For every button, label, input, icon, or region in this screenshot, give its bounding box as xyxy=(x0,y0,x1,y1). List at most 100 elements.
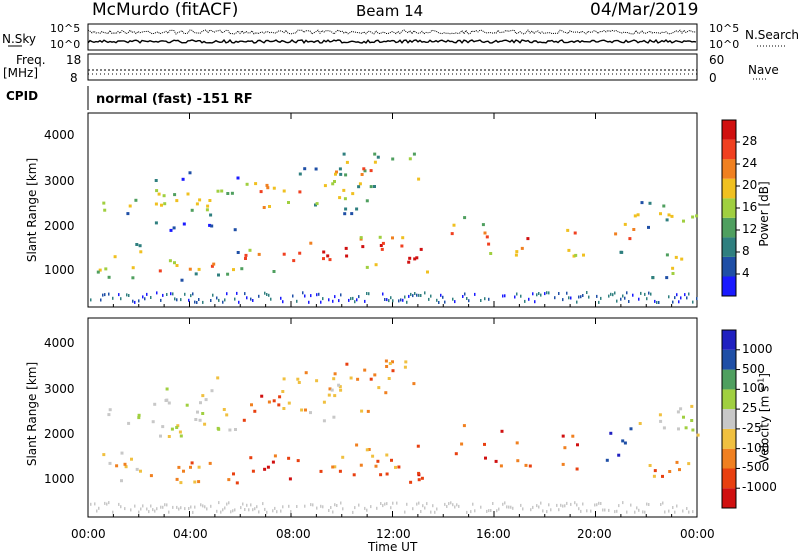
power-cell xyxy=(196,301,198,304)
velocity-cell xyxy=(193,480,197,484)
velocity-cell xyxy=(273,454,277,458)
power-cell xyxy=(104,293,106,297)
power-cell xyxy=(126,212,130,216)
power-cell xyxy=(408,294,410,298)
power-cell xyxy=(217,273,220,277)
power-cell xyxy=(567,248,571,252)
velocity-cell xyxy=(304,504,306,508)
xtick-4: 16:00 xyxy=(476,527,511,541)
velocity-cell xyxy=(660,503,662,506)
velocity-cell xyxy=(661,474,664,478)
power-cell xyxy=(363,169,367,173)
power-cell xyxy=(169,228,173,232)
power-cell xyxy=(238,300,240,304)
power-cell xyxy=(485,235,489,239)
power-cell xyxy=(176,298,178,302)
power-cell xyxy=(282,189,286,193)
velocity-cell xyxy=(342,507,344,511)
velocity-cell xyxy=(524,463,528,467)
velocity-cell xyxy=(396,501,398,505)
velocity-colorbar-tick-label: -100 xyxy=(742,440,770,455)
power-cell xyxy=(610,292,612,296)
power-cell xyxy=(350,297,352,301)
power-cell xyxy=(624,296,626,300)
power-cell xyxy=(361,245,365,249)
power-cell xyxy=(108,292,110,296)
power-cell xyxy=(272,270,276,273)
velocity-cell xyxy=(258,510,260,514)
power-cell xyxy=(150,296,152,299)
power-cell xyxy=(138,244,142,248)
power-cell xyxy=(113,255,117,259)
power-cell xyxy=(240,267,244,271)
velocity-cell xyxy=(322,419,326,423)
velocity-cell xyxy=(646,502,648,506)
power-cell xyxy=(648,291,650,295)
velocity-cell xyxy=(108,408,112,412)
velocity-cell xyxy=(686,507,688,510)
velocity-colorbar-segment xyxy=(722,488,736,508)
power-cell xyxy=(354,300,356,304)
velocity-cell xyxy=(194,505,196,509)
power-cell xyxy=(244,253,248,257)
power-cell xyxy=(620,297,622,301)
noise-left-tick-bottom: 10^0 xyxy=(50,38,81,51)
power-cell xyxy=(488,297,490,301)
velocity-cell xyxy=(224,506,226,510)
velocity-cell xyxy=(108,501,110,505)
power-cell xyxy=(474,292,476,296)
velocity-cell xyxy=(189,465,192,469)
power-cell xyxy=(596,294,598,298)
freq-left-tick-bottom: 8 xyxy=(70,71,78,85)
freq-label-1: Freq. xyxy=(16,53,46,67)
velocity-cell xyxy=(352,473,356,477)
velocity-cell xyxy=(166,503,168,507)
power-cell xyxy=(131,266,135,270)
power-cell xyxy=(266,293,268,296)
power-cell xyxy=(620,250,624,254)
velocity-cell xyxy=(165,398,169,402)
velocity-cell xyxy=(185,403,189,407)
velocity-cell xyxy=(474,509,476,513)
power-cell xyxy=(338,196,342,200)
power-cell xyxy=(680,296,682,300)
velocity-cell xyxy=(604,508,606,512)
velocity-cell xyxy=(582,502,584,506)
power-cell xyxy=(633,214,637,218)
velocity-cell xyxy=(691,428,695,432)
power-cell xyxy=(236,291,238,295)
power-cell xyxy=(398,299,400,303)
velocity-cell xyxy=(250,503,252,507)
velocity-cell xyxy=(228,428,232,432)
power-cell xyxy=(339,172,343,176)
noise-left-tick-top: 10^5 xyxy=(50,22,81,35)
power-cell xyxy=(392,299,394,303)
velocity-cell xyxy=(605,458,609,462)
power-cell xyxy=(466,297,468,300)
power-cell xyxy=(640,201,644,205)
velocity-cell xyxy=(498,507,500,511)
power-cell xyxy=(373,185,376,188)
search-noise-trace xyxy=(87,29,697,35)
power-cell xyxy=(454,300,456,304)
power-cell xyxy=(378,235,382,239)
velocity-cell xyxy=(374,464,378,468)
velocity-cell xyxy=(636,506,638,510)
velocity-cell xyxy=(668,470,672,473)
power-cell xyxy=(695,214,699,218)
power-cell xyxy=(310,294,312,298)
power-cell xyxy=(368,292,370,296)
power-cell xyxy=(194,272,198,276)
velocity-cell xyxy=(194,418,198,421)
velocity-cell xyxy=(272,399,276,403)
velocity-cell xyxy=(510,505,512,509)
velocity-cell xyxy=(304,371,308,375)
power-cell xyxy=(220,189,224,193)
power-cell xyxy=(623,222,627,226)
power-cell xyxy=(412,152,416,156)
velocity-cell xyxy=(608,508,610,512)
power-ytick-1000: 1000 xyxy=(44,263,75,277)
velocity-cell xyxy=(561,434,565,438)
velocity-cell xyxy=(222,508,224,512)
power-cell xyxy=(418,293,420,297)
